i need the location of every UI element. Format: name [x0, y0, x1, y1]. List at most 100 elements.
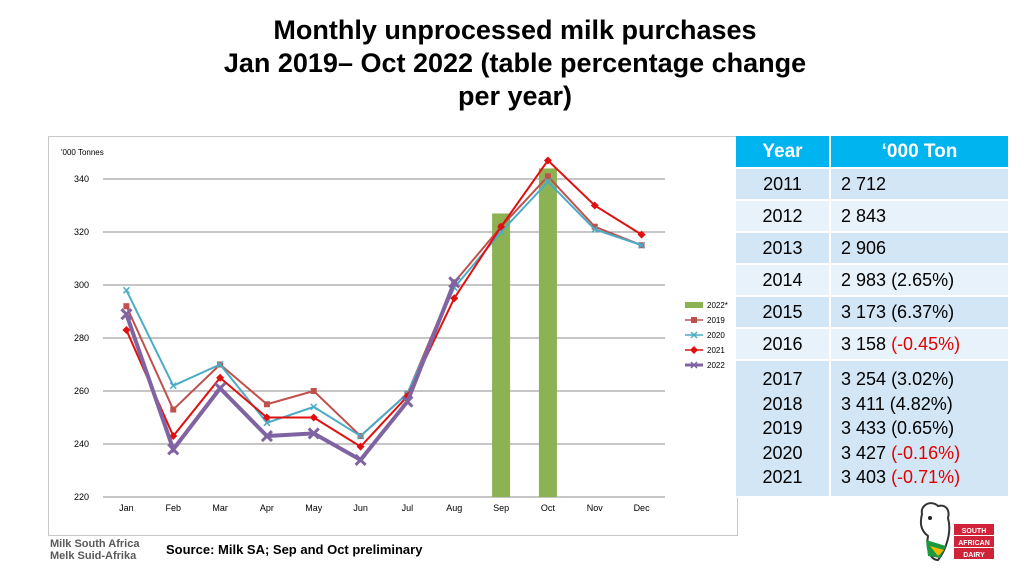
table-value-cell: 2 843: [830, 200, 1010, 233]
table-row: 2016 3 158 (-0.45%): [736, 328, 1010, 361]
series-line: [125, 180, 642, 438]
table-year: 2020: [762, 442, 803, 463]
data-point: [690, 361, 698, 369]
data-point: [357, 432, 365, 440]
bar: [538, 168, 557, 497]
table-value-line: 3 427 (-0.16%): [841, 441, 1008, 466]
bar: [492, 213, 511, 497]
data-point: [591, 223, 598, 230]
table-value: 2 906: [841, 237, 887, 258]
table-row: 2013 2 906: [736, 232, 1010, 265]
sad-logo-line-1: SOUTH: [962, 528, 987, 535]
table-pct-change: (-0.16%): [891, 442, 961, 463]
table-pct-change: (-0.45%): [891, 333, 961, 354]
data-point: [356, 442, 365, 451]
y-tick-label: 320: [74, 227, 89, 237]
data-point: [401, 395, 414, 408]
legend-label: 2022: [707, 361, 725, 370]
data-point: [544, 178, 552, 186]
data-point: [637, 230, 646, 239]
data-point: [690, 346, 698, 354]
table-value: 3 411: [841, 393, 885, 414]
table-pct-change: (6.37%): [891, 301, 955, 322]
table-year-cell: 2011: [736, 168, 831, 201]
milk-sa-logo-line-1: Milk South Africa: [50, 538, 140, 550]
data-point: [260, 429, 273, 443]
table-value: 3 173: [841, 301, 887, 322]
legend-label: 2020: [707, 331, 725, 340]
source-note: Source: Milk SA; Sep and Oct preliminary: [166, 542, 423, 557]
data-point: [123, 303, 130, 310]
table-row-group: 2017 2018 2019 2020 2021 3 254 (3.02%) 3 411 (…: [736, 360, 1010, 498]
table-value-line: 3 254 (3.02%): [841, 367, 1008, 392]
milk-sa-logo: Milk South Africa Melk Suid-Afrika: [50, 538, 139, 562]
table-pct-change: (3.02%): [891, 369, 955, 389]
data-point: [263, 401, 270, 408]
x-tick-label: May: [305, 503, 323, 513]
data-point: [354, 453, 367, 466]
table-value: 2 843: [841, 205, 887, 226]
data-point: [122, 286, 130, 294]
x-tick-label: Oct: [541, 503, 556, 513]
table-row: 2011 2 712: [736, 168, 1010, 201]
x-tick-label: Feb: [165, 503, 181, 513]
table-year: 2021: [762, 467, 803, 487]
table-header-row: Year ‘000 Ton: [736, 136, 1010, 169]
table-value-cell: 3 158 (-0.45%): [830, 328, 1010, 361]
table-header-year: Year: [736, 136, 831, 169]
data-point: [590, 201, 599, 210]
table-value-cell: 3 254 (3.02%) 3 411 (4.82%) 3 433 (0.65%) 3…: [830, 360, 1010, 498]
series-line: [124, 281, 457, 463]
data-point: [497, 222, 506, 231]
table-year-cell: 2012: [736, 200, 831, 233]
title-line-1: Monthly unprocessed milk purchases: [273, 15, 757, 45]
data-point: [263, 419, 271, 427]
data-point: [170, 406, 177, 413]
table-year-cell: 2015: [736, 296, 831, 329]
table-year: 2019: [762, 418, 803, 438]
data-point: [448, 276, 461, 289]
table-row: 2015 3 173 (6.37%): [736, 296, 1010, 329]
data-point: [450, 294, 459, 303]
table-year-cell: 2014: [736, 264, 831, 297]
y-axis-label: '000 Tonnes: [61, 148, 104, 157]
x-tick-label: Jan: [119, 503, 134, 513]
table-year: 2018: [762, 393, 803, 414]
table-value-line: 3 411 (4.82%): [841, 392, 1008, 417]
table-value: 3 433: [841, 418, 887, 438]
table-pct-change: (0.65%): [891, 418, 955, 438]
x-tick-label: Mar: [212, 503, 228, 513]
data-point: [310, 403, 318, 411]
data-point: [120, 308, 133, 321]
page-title: Monthly unprocessed milk purchases Jan 2…: [150, 14, 880, 113]
table-header-ton: ‘000 Ton: [830, 136, 1010, 169]
data-point: [216, 373, 225, 382]
cow-icon: [919, 502, 951, 562]
table-year-cell: 2013: [736, 232, 831, 265]
chart-frame: 220 240 260 280 300 320 340 '000 Tonnes Jan Feb Ma…: [48, 136, 738, 536]
y-tick-label: 300: [74, 280, 89, 290]
data-point: [691, 317, 697, 323]
table-value-cell: 2 983 (2.65%): [830, 264, 1010, 297]
legend-label: 2019: [707, 316, 725, 325]
title-line-3: per year): [457, 81, 573, 111]
y-tick-label: 260: [74, 386, 89, 396]
table-year: 2017: [762, 369, 803, 389]
table-value: 3 158: [841, 333, 887, 354]
y-tick-label: 220: [74, 492, 89, 502]
data-point: [638, 241, 646, 249]
x-tick-label: Jun: [353, 503, 368, 513]
y-tick-label: 340: [74, 174, 89, 184]
table-row: 2012 2 843: [736, 200, 1010, 233]
table-pct-change: (4.82%): [889, 393, 953, 414]
legend-label: 2021: [707, 346, 725, 355]
table-value: 3 427: [841, 442, 887, 463]
data-point: [309, 413, 318, 422]
table-value: 3 254: [841, 369, 887, 389]
annual-table: Year ‘000 Ton 2011 2 712 2012 2 843 2013 2 90…: [736, 136, 1010, 498]
data-point: [167, 443, 180, 456]
x-tick-label: Jul: [402, 503, 414, 513]
title-line-2: Jan 2019– Oct 2022 (table percentage cha…: [223, 48, 807, 78]
data-point: [591, 225, 599, 233]
south-african-dairy-logo: SOUTH AFRICAN DAIRY: [919, 502, 994, 562]
